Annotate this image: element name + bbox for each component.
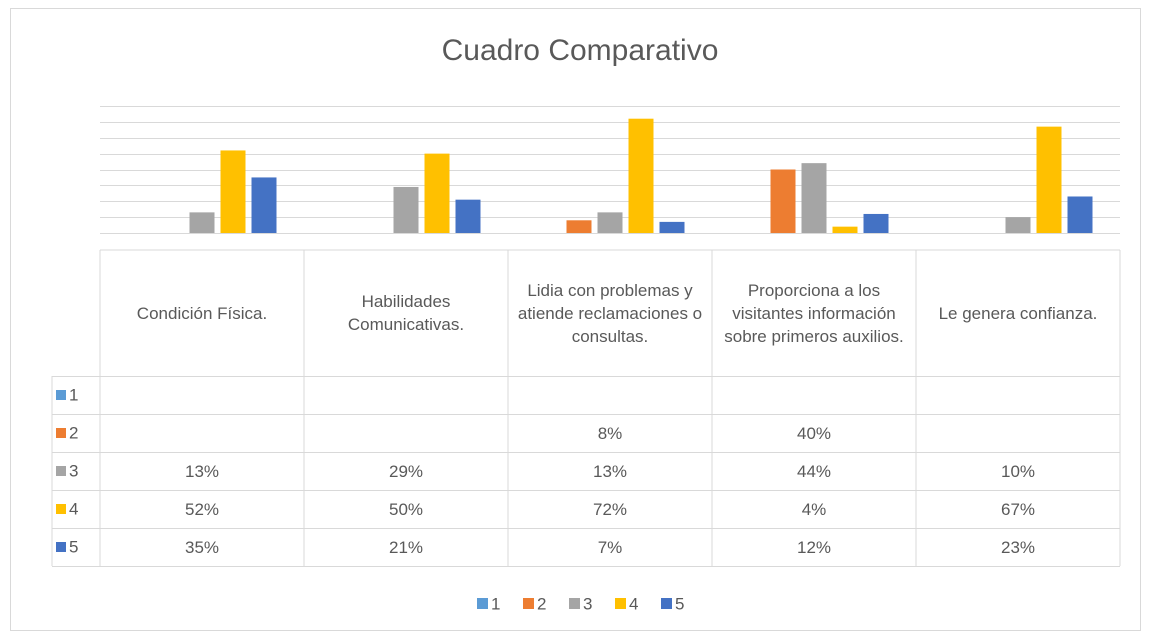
bar (566, 220, 592, 233)
chart-title: Cuadro Comparativo (442, 34, 719, 67)
row-header: 2 (69, 423, 78, 442)
table-value: 23% (1000, 537, 1036, 557)
category-label: Proporciona a los visitantes información… (724, 280, 904, 346)
legend-label: 3 (583, 594, 592, 613)
table-value: 13% (184, 461, 220, 481)
bar (393, 186, 419, 233)
row-header: 3 (69, 461, 78, 480)
bar (659, 221, 685, 233)
bar (770, 169, 796, 233)
table-value: 8% (597, 423, 623, 443)
legend-key (569, 598, 580, 609)
table-value: 72% (592, 499, 628, 519)
bar (189, 212, 215, 233)
category-label: Condición Física. (136, 303, 268, 323)
bar (832, 226, 858, 233)
row-header: 5 (69, 537, 78, 556)
table-value: 52% (184, 499, 220, 519)
table-value: 10% (1000, 461, 1036, 481)
category-label: Le genera confianza. (938, 303, 1098, 323)
bar (1005, 217, 1031, 233)
legend-key (56, 466, 66, 476)
table-value: 13% (592, 461, 628, 481)
bar (455, 199, 481, 233)
legend-key (477, 598, 488, 609)
legend-key (523, 598, 534, 609)
bar (863, 213, 889, 233)
row-header: 1 (69, 385, 78, 404)
table-value: 35% (184, 537, 220, 557)
row-header: 4 (69, 499, 78, 518)
table-value: 40% (796, 423, 832, 443)
legend-key (56, 390, 66, 400)
table-value: 21% (388, 537, 424, 557)
table-value: 67% (1000, 499, 1036, 519)
bar (1036, 126, 1062, 233)
category-label: Lidia con problemas y atiende reclamacio… (517, 280, 703, 346)
chart-frame (10, 8, 1141, 631)
legend-label: 2 (537, 594, 546, 613)
legend-key (615, 598, 626, 609)
legend-key (661, 598, 672, 609)
bar (801, 163, 827, 233)
table-value: 50% (388, 499, 424, 519)
bar (597, 212, 623, 233)
table-value: 12% (796, 537, 832, 557)
category-label: Habilidades Comunicativas. (347, 292, 465, 334)
legend-label: 5 (675, 594, 684, 613)
legend-label: 1 (491, 594, 500, 613)
bar (1067, 196, 1093, 233)
table-value: 44% (796, 461, 832, 481)
table-value: 29% (388, 461, 424, 481)
bar (220, 150, 246, 233)
legend-key (56, 428, 66, 438)
legend-key (56, 542, 66, 552)
bar (424, 153, 450, 233)
table-value: 4% (801, 499, 827, 519)
table-value: 7% (597, 537, 623, 557)
bar (251, 177, 277, 233)
legend-label: 4 (629, 594, 638, 613)
legend-key (56, 504, 66, 514)
bar (628, 118, 654, 233)
